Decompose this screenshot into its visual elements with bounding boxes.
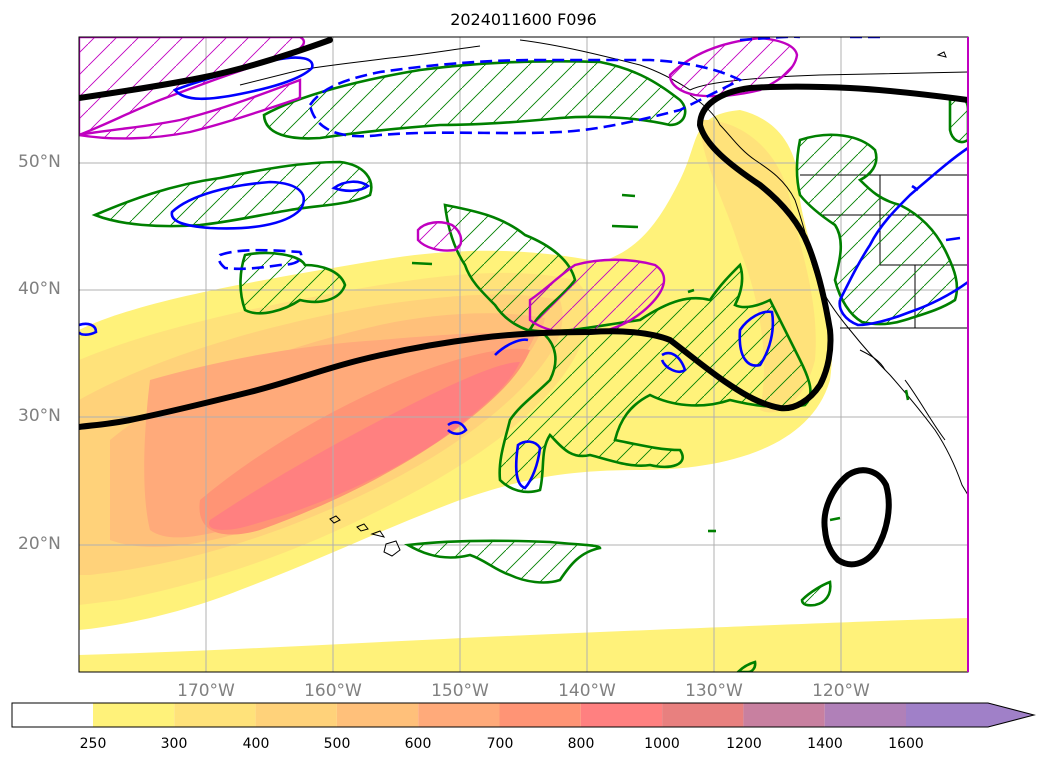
lon-label-160w: 160°W — [304, 681, 362, 701]
colorbar-segment — [418, 703, 500, 727]
black-thick-contours — [79, 37, 968, 568]
cb-tick-1400: 1400 — [807, 736, 843, 752]
green-hatched-regions — [91, 59, 968, 672]
colorbar-segment — [499, 703, 581, 727]
colorbar-segment — [174, 703, 256, 727]
cb-tick-300: 300 — [160, 736, 188, 752]
colorbar-segment — [824, 703, 906, 727]
lat-label-40: 40°N — [18, 279, 61, 299]
colorbar-segment — [336, 703, 419, 727]
lat-label-50: 50°N — [18, 152, 61, 172]
cb-tick-600: 600 — [404, 736, 432, 752]
cb-tick-800: 800 — [567, 736, 595, 752]
colorbar-frame — [11, 702, 1036, 728]
colorbar-extend-arrow — [988, 703, 1034, 727]
hawaii-islands — [329, 515, 401, 557]
lon-label-120w: 120°W — [812, 681, 870, 701]
lat-label-20: 20°N — [18, 534, 61, 554]
cb-tick-400: 400 — [242, 736, 270, 752]
lon-label-140w: 140°W — [558, 681, 616, 701]
green-small-contours — [411, 193, 910, 533]
ivt-shading — [79, 110, 968, 672]
colorbar-segment — [255, 703, 337, 727]
lat-label-30: 30°N — [18, 406, 61, 426]
cb-tick-1600: 1600 — [888, 736, 924, 752]
lon-label-170w: 170°W — [177, 681, 235, 701]
ivt-250-south — [79, 618, 968, 672]
colorbar-segment — [906, 703, 988, 727]
cb-tick-250: 250 — [79, 736, 107, 752]
cb-tick-1200: 1200 — [726, 736, 762, 752]
cb-tick-500: 500 — [323, 736, 351, 752]
magenta-hatched-regions — [79, 37, 799, 335]
map-title: 2024011600 F096 — [450, 10, 597, 29]
colorbar-segment — [662, 703, 744, 727]
colorbar — [12, 703, 1034, 727]
colorbar-segment — [12, 703, 93, 727]
lon-label-130w: 130°W — [685, 681, 743, 701]
colorbar-segment — [580, 703, 663, 727]
ivt-800 — [209, 362, 520, 530]
cb-tick-700: 700 — [486, 736, 514, 752]
lon-label-150w: 150°W — [431, 681, 489, 701]
cb-tick-1000: 1000 — [644, 736, 680, 752]
colorbar-segment — [93, 703, 175, 727]
colorbar-segment — [743, 703, 825, 727]
